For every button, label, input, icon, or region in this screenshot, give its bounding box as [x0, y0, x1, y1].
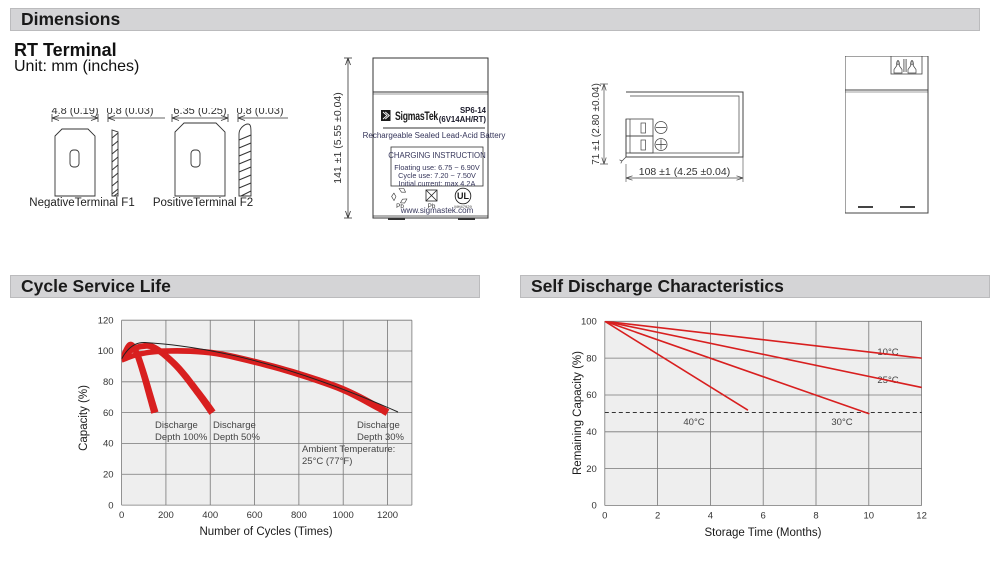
svg-text:30°C: 30°C: [831, 417, 852, 428]
svg-text:20: 20: [586, 464, 597, 475]
svg-text:Remaining Capacity (%): Remaining Capacity (%): [572, 351, 584, 475]
svg-text:2: 2: [655, 511, 660, 522]
svg-text:40°C: 40°C: [683, 417, 704, 428]
svg-text:60: 60: [586, 390, 597, 401]
svg-text:10°C: 10°C: [877, 347, 898, 358]
svg-text:0: 0: [592, 501, 597, 512]
svg-text:6: 6: [761, 511, 766, 522]
svg-text:Storage Time (Months): Storage Time (Months): [705, 527, 822, 539]
svg-text:10: 10: [864, 511, 875, 522]
svg-text:100: 100: [581, 317, 597, 328]
svg-text:80: 80: [586, 353, 597, 364]
svg-text:0: 0: [602, 511, 607, 522]
svg-text:8: 8: [813, 511, 818, 522]
svg-text:40: 40: [586, 427, 597, 438]
svg-text:4: 4: [708, 511, 713, 522]
svg-text:12: 12: [916, 511, 927, 522]
